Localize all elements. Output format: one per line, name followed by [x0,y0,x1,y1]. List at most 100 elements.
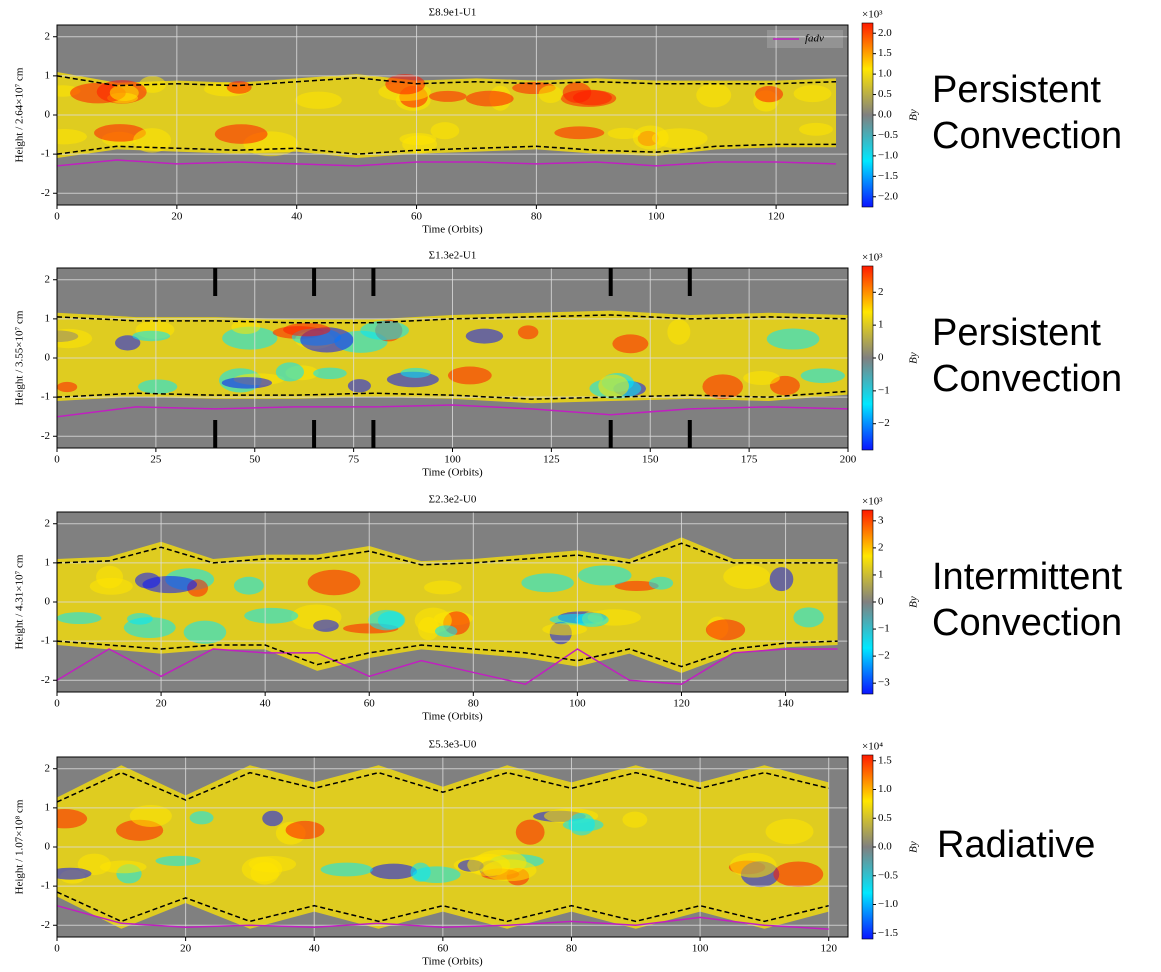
cbar-tick-label: −1.0 [878,149,898,161]
chart-title: Σ2.3e2-U0 [429,494,477,506]
field-blob [295,91,342,109]
photosphere-line [57,75,837,87]
y-tick-label: -2 [41,919,50,931]
cbar-tick-label: 1.5 [878,47,892,59]
x-tick-label: 80 [468,698,480,710]
field-blob [89,577,133,595]
field-blob [320,862,373,877]
field-blob [430,122,460,140]
field-blob [614,580,659,591]
field-blob [773,861,824,887]
field-blob [70,82,126,104]
x-tick-label: 100 [648,211,665,223]
field-blob [214,124,268,144]
photosphere-line [57,640,838,668]
cbar-tick-label: 0.0 [878,841,892,853]
field-blob [115,335,141,351]
photosphere-line [57,143,837,155]
field-blob [482,859,537,882]
field-blob [313,619,339,632]
y-tick-label: 2 [45,762,51,774]
convective-band [57,537,838,674]
x-tick-label: 75 [348,454,360,466]
field-blob [723,564,771,589]
field-blob [94,124,146,142]
y-tick-label: -1 [41,880,50,892]
field-blob [578,565,632,586]
field-blob [183,620,227,644]
field-blob [233,576,264,595]
x-tick-label: 20 [156,698,168,710]
y-tick-label: -1 [41,635,50,647]
field-blob [612,334,649,354]
field-blob [465,90,514,107]
cbar-tick-label: −0.5 [878,129,898,141]
field-blob [434,625,458,637]
y-tick-label: 0 [45,109,51,121]
field-blob [648,576,674,590]
field-blob [798,122,833,136]
cbar-tick-label: −0.5 [878,869,898,881]
x-tick-label: 25 [150,454,162,466]
legend-box [767,30,843,48]
x-tick-label: 120 [820,943,837,955]
y-tick-label: 1 [45,312,51,324]
field-blob [412,866,461,883]
plot [57,757,848,937]
legend-label: fadv [805,33,824,45]
x-tick-label: 60 [364,698,376,710]
field-blob [517,325,539,340]
x-tick-label: 80 [566,943,578,955]
cbar-tick-label: 1.5 [878,754,892,766]
fadv-line [57,904,829,930]
field-blob [248,855,297,873]
cbar-tick-label: −3 [878,677,890,689]
regime-label: Intermittent [932,556,1123,598]
x-tick-label: 80 [531,211,543,223]
x-tick-label: 200 [840,454,857,466]
field-blob [109,84,139,101]
field-blob [57,328,93,349]
regime-label: Persistent [932,69,1101,111]
field-blob [632,125,669,150]
field-blob [575,612,609,627]
x-tick-label: 50 [249,454,261,466]
field-blob [244,607,299,624]
x-tick-label: 100 [569,698,586,710]
field-blob [132,330,171,342]
field-blob [307,569,361,596]
cbar-label: By [908,352,920,364]
field-blob [231,320,261,334]
x-tick-label: 60 [411,211,423,223]
field-blob [765,818,814,845]
field-blob [133,128,172,153]
field-blob [99,860,147,874]
fadv-line [57,648,838,685]
cbar-exponent: ×10³ [862,252,883,264]
y-tick-label: 2 [45,273,51,285]
regime-label: Convection [932,602,1122,644]
cbar-tick-label: −1.5 [878,927,898,939]
field-blob [347,379,371,393]
field-blob [769,567,794,592]
chart-title: Σ5.3e3-U0 [429,739,477,751]
field-blob [142,576,198,594]
cbar-tick-label: −2 [878,417,890,429]
regime-label: Persistent [932,312,1101,354]
x-tick-label: 0 [54,454,60,466]
x-tick-label: 120 [768,211,785,223]
field-blob [702,374,743,399]
field-blob [515,819,545,845]
x-tick-label: 125 [543,454,560,466]
chart-title: Σ1.3e2-U1 [429,250,477,262]
field-blob [696,83,732,108]
x-axis-label: Time (Orbits) [422,956,483,968]
cbar-tick-label: 2 [878,541,884,553]
cbar-exponent: ×10⁴ [862,741,883,753]
x-tick-label: 40 [291,211,303,223]
field-blob [598,374,629,398]
field-blob [607,127,641,140]
x-tick-label: 20 [171,211,183,223]
field-blob [283,323,331,337]
field-blob [667,319,691,345]
